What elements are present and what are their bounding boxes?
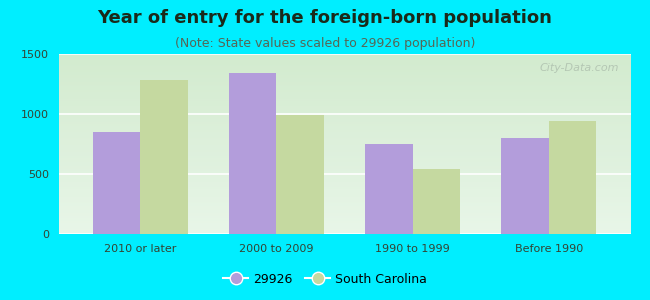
Bar xyxy=(92,132,140,234)
Bar xyxy=(229,73,276,234)
Text: (Note: State values scaled to 29926 population): (Note: State values scaled to 29926 popu… xyxy=(175,38,475,50)
Bar xyxy=(140,80,188,234)
Bar xyxy=(276,115,324,234)
Bar xyxy=(413,169,460,234)
Text: Year of entry for the foreign-born population: Year of entry for the foreign-born popul… xyxy=(98,9,552,27)
Bar xyxy=(501,138,549,234)
Legend: 29926, South Carolina: 29926, South Carolina xyxy=(218,268,432,291)
Text: City-Data.com: City-Data.com xyxy=(540,63,619,73)
Bar xyxy=(365,144,413,234)
Bar xyxy=(549,121,597,234)
